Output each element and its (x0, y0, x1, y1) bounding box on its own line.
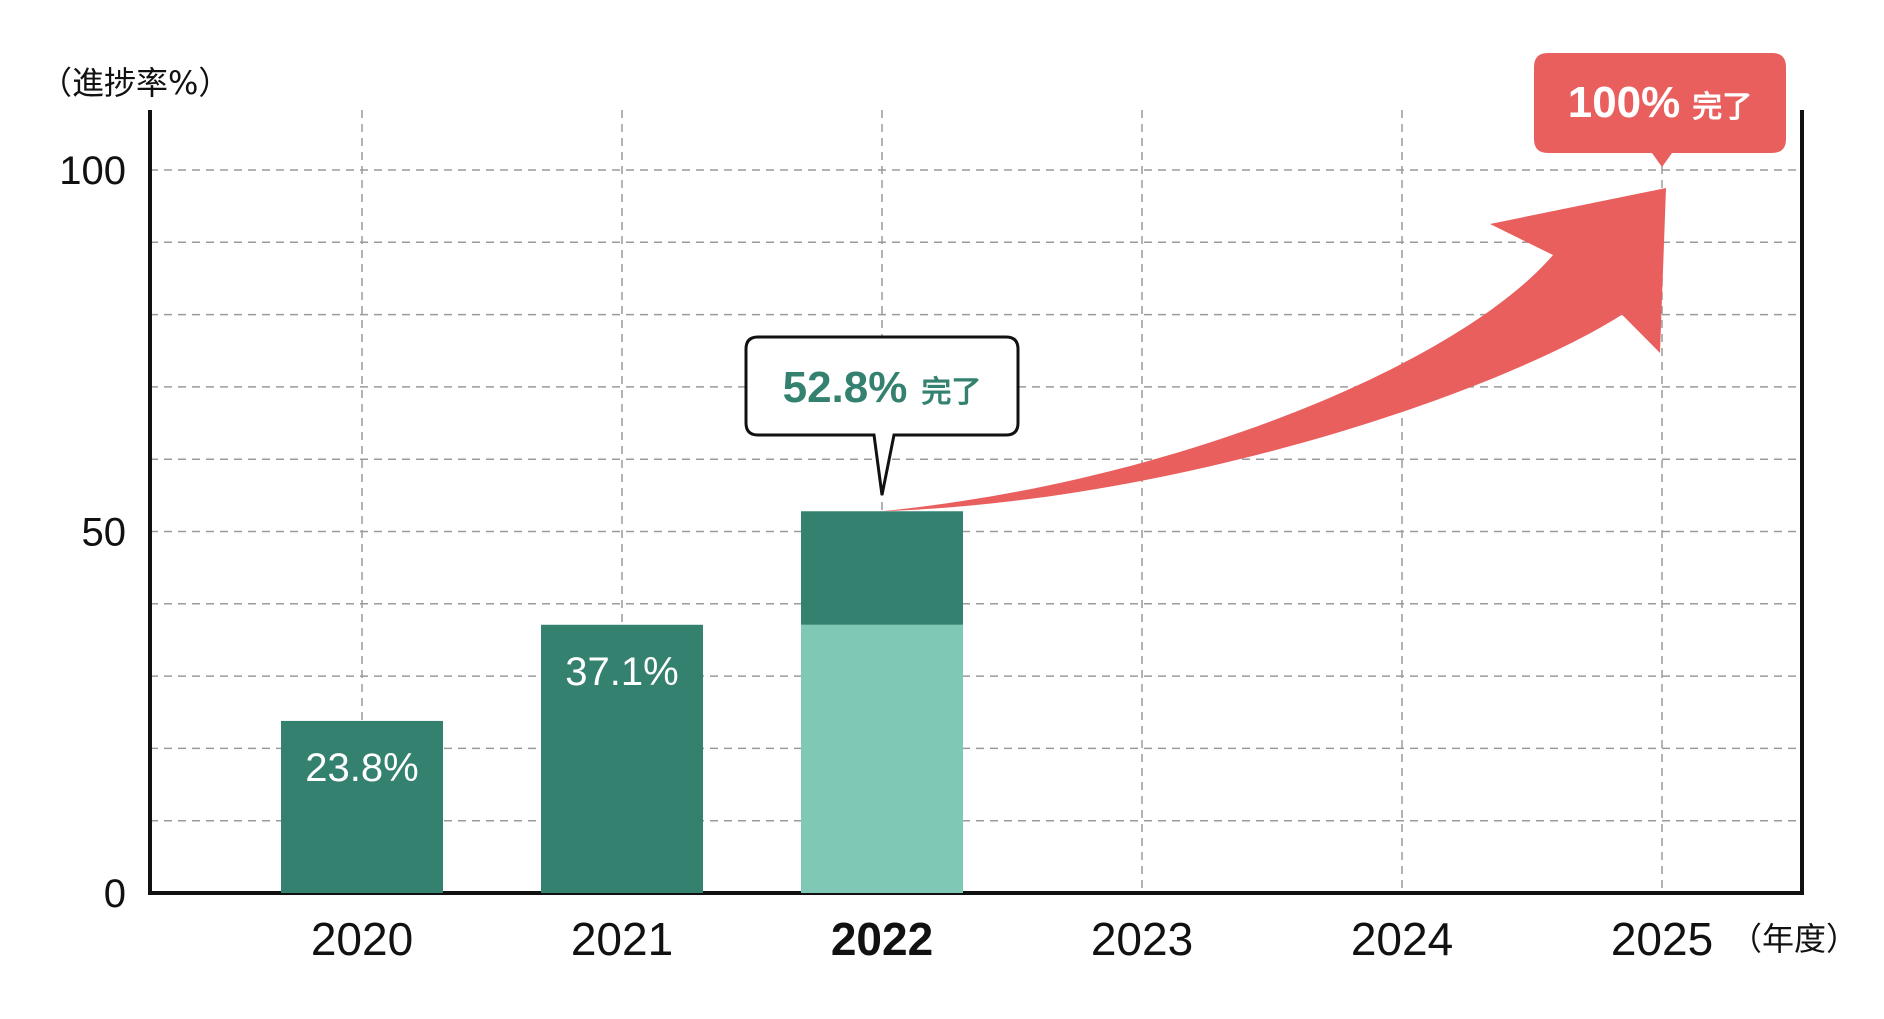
callout-bubble (744, 335, 1020, 496)
x-tick-label: 2025 (1611, 913, 1713, 965)
callout-value: 100% (1568, 78, 1681, 127)
x-axis-unit: （年度） (1730, 920, 1858, 958)
callout-text: 100% 完了 (1568, 78, 1753, 127)
x-tick-label: 2023 (1091, 913, 1193, 965)
callout-suffix: 完了 (921, 375, 981, 410)
bars (281, 511, 963, 893)
x-tick-label: 2021 (571, 913, 673, 965)
callout-bubble (1534, 53, 1786, 167)
y-tick-label: 100 (59, 149, 126, 193)
y-tick-label: 0 (104, 872, 126, 916)
bar (541, 624, 703, 893)
bar-segment-previous (801, 624, 963, 893)
callout-text: 52.8% 完了 (783, 363, 982, 412)
bar (281, 720, 443, 893)
callout-suffix: 完了 (1692, 90, 1752, 125)
growth-arrow-layer (882, 188, 1666, 512)
y-axis-title: （進捗率%） (40, 64, 230, 102)
labels: 0 50 100 （進捗率%） 2020 2021 2022 2023 2024 2025 （年度）… (40, 64, 1858, 965)
bar-value-label: 37.1% (565, 650, 678, 694)
x-tick-label: 2024 (1351, 913, 1453, 965)
callouts: 52.8% 完了 100% 完了 (744, 53, 1786, 496)
y-tick-label: 50 (82, 511, 127, 555)
bar-value-label: 23.8% (305, 746, 418, 790)
x-tick-label: 2022 (831, 913, 933, 965)
x-tick-label: 2020 (311, 913, 413, 965)
callout-value: 52.8% (783, 363, 908, 412)
callout: 100% 完了 (1534, 53, 1786, 167)
callout: 52.8% 完了 (744, 335, 1020, 496)
growth-arrow (882, 188, 1666, 512)
bar-segment-increase (801, 511, 963, 625)
